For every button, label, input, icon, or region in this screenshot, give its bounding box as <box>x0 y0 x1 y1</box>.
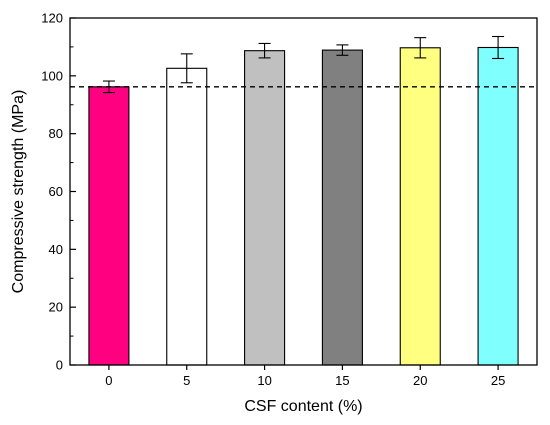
y-tick-label: 100 <box>41 68 63 83</box>
error-bar-5 <box>180 53 193 84</box>
x-tick-label: 15 <box>335 373 349 388</box>
error-bar-15 <box>336 44 349 56</box>
x-tick-label: 5 <box>183 373 190 388</box>
x-axis-title: CSF content (%) <box>244 398 362 415</box>
bar-25 <box>477 46 519 366</box>
x-tick-label: 10 <box>257 373 271 388</box>
y-tick-label: 40 <box>49 242 63 257</box>
error-bar-10 <box>258 42 271 59</box>
y-axis-ticks: 0 20 40 60 80 100 120 <box>41 11 76 373</box>
y-tick-label: 60 <box>49 184 63 199</box>
bars <box>88 35 519 366</box>
error-bar-25 <box>492 35 505 60</box>
error-bar-20 <box>414 37 427 59</box>
x-tick-label: 20 <box>413 373 427 388</box>
bar-20 <box>399 47 441 366</box>
y-tick-label: 20 <box>49 300 63 315</box>
y-tick-label: 120 <box>41 11 63 26</box>
x-tick-label: 25 <box>491 373 505 388</box>
x-axis-ticks: 0 5 10 15 20 25 <box>105 365 505 388</box>
y-axis-title: Compressive strength (MPa) <box>10 90 27 294</box>
y-tick-label: 80 <box>49 126 63 141</box>
bar-15 <box>321 49 363 366</box>
y-tick-label: 0 <box>56 358 63 373</box>
bar-5 <box>166 67 208 366</box>
bar-10 <box>244 50 286 366</box>
bar-0 <box>88 86 130 366</box>
x-tick-label: 0 <box>105 373 112 388</box>
plot-frame <box>69 17 538 366</box>
